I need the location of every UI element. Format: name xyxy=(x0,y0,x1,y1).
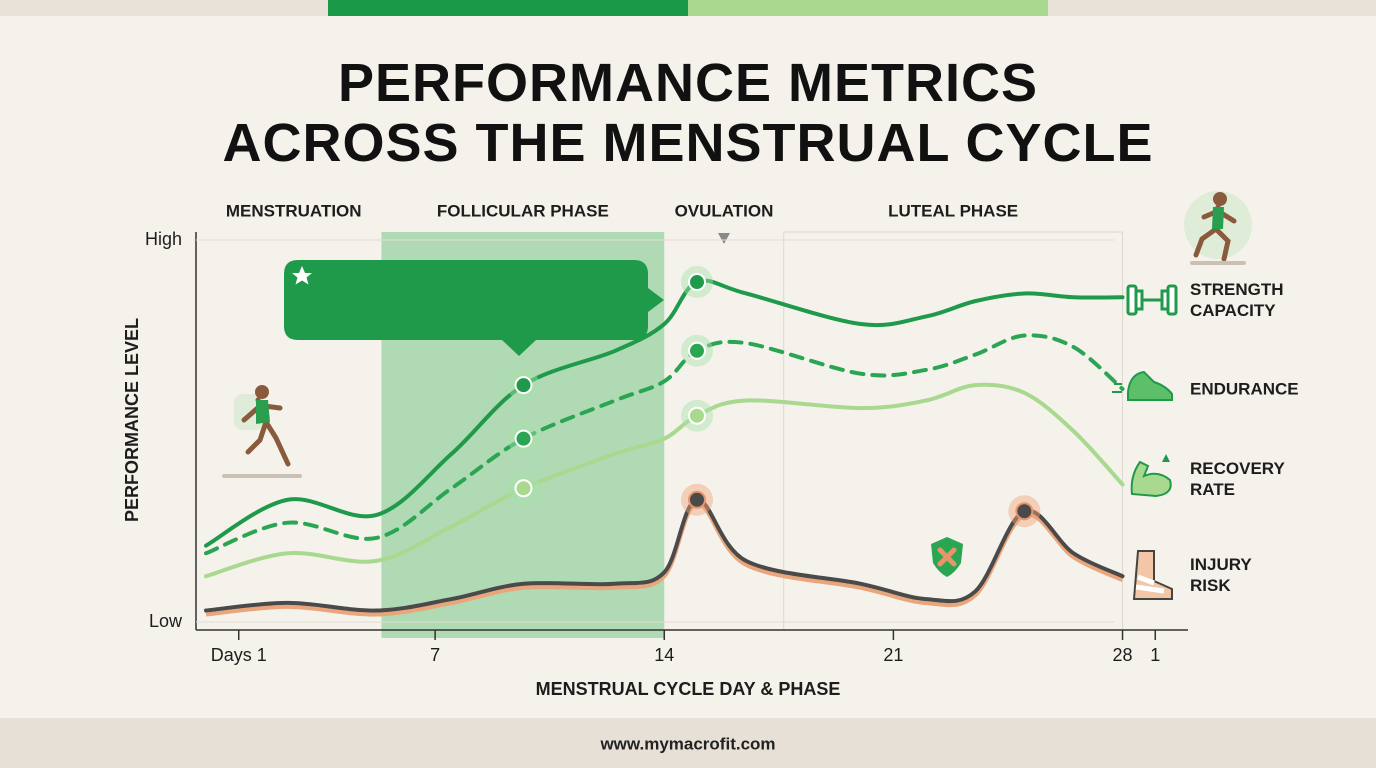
footer: www.mymacrofit.com xyxy=(599,734,775,753)
data-point xyxy=(688,341,706,360)
data-point xyxy=(688,406,706,425)
x-tick-label: 7 xyxy=(430,645,440,665)
data-point xyxy=(1015,502,1034,521)
title-line: ACROSS THE MENSTRUAL CYCLE xyxy=(222,113,1154,173)
x-tick-label: Days 1 xyxy=(211,645,267,665)
legend-label: STRENGTH CAPACITY xyxy=(1190,280,1284,320)
shoe-icon xyxy=(1112,370,1173,401)
data-point xyxy=(514,376,533,395)
x-tick-label: 28 xyxy=(1113,645,1133,665)
runner-icon xyxy=(222,385,302,478)
y-axis-title: PERFORMANCE LEVEL xyxy=(122,318,142,522)
callout xyxy=(284,260,664,356)
ovulation-marker xyxy=(718,233,731,244)
footer-band xyxy=(0,718,1376,768)
title-line: PERFORMANCE METRICS xyxy=(337,53,1038,113)
phase-label: OVULATION xyxy=(675,201,774,220)
top-bar-light xyxy=(688,0,1048,16)
x-tick-label: 14 xyxy=(654,645,674,665)
x-tick-label: 21 xyxy=(883,645,903,665)
shield-icon xyxy=(931,537,963,577)
legend-label: INJURY RISK xyxy=(1190,555,1252,595)
data-point xyxy=(688,490,706,509)
phase-label: LUTEAL PHASE xyxy=(888,201,1018,220)
x-tick-label: 1 xyxy=(1150,645,1160,665)
y-tick-label: Low xyxy=(149,611,183,631)
data-point xyxy=(688,273,706,292)
ankle-icon xyxy=(1132,550,1173,600)
legend-label: ENDURANCE xyxy=(1190,379,1299,399)
series-line xyxy=(204,278,1125,548)
phase-label: MENSTRUATION xyxy=(226,201,362,220)
phase-label: FOLLICULAR PHASE xyxy=(437,201,609,220)
runner-icon xyxy=(1184,191,1252,265)
dumbbell-icon xyxy=(1126,284,1178,316)
legend-label: RECOVERY RATE xyxy=(1190,459,1285,499)
y-tick-label: High xyxy=(145,229,182,249)
top-bar-dark xyxy=(328,0,688,16)
x-axis-title: MENSTRUAL CYCLE DAY & PHASE xyxy=(536,679,841,699)
data-point xyxy=(514,479,533,498)
data-point xyxy=(514,429,533,448)
muscle-icon xyxy=(1130,454,1172,498)
